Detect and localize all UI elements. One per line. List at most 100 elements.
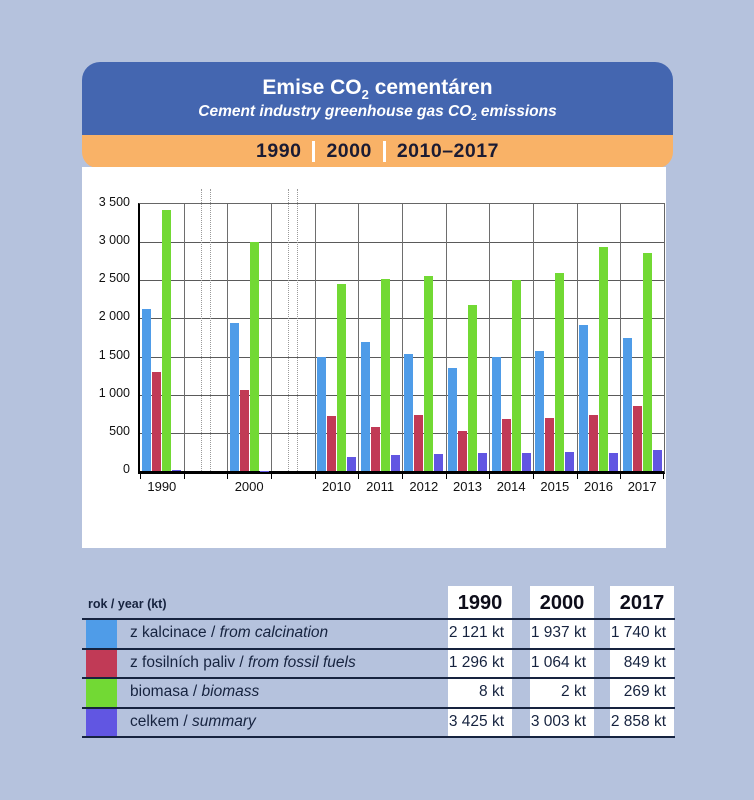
gridline-vertical bbox=[183, 204, 185, 471]
cell-calcination-1990: 2 121 kt bbox=[448, 624, 504, 641]
y-axis-label: 3 500 bbox=[98, 195, 130, 209]
label-separator: / bbox=[183, 712, 188, 730]
bar-2014-total bbox=[511, 280, 521, 471]
data-table: rok / year (kt) 1990 2000 2017 z kalcina… bbox=[82, 586, 675, 738]
x-axis-label-2013: 2013 bbox=[453, 479, 482, 494]
x-axis-tick bbox=[271, 474, 272, 479]
table-divider bbox=[82, 618, 675, 620]
cell-biomass-2000: 2 kt bbox=[561, 683, 586, 700]
bar-2011-biomass bbox=[390, 455, 400, 471]
gridline-vertical bbox=[445, 204, 447, 471]
period-2010-2017: 2010–2017 bbox=[396, 140, 499, 162]
x-axis-label-1990: 1990 bbox=[147, 479, 177, 494]
gridline-vertical bbox=[576, 204, 578, 471]
bar-2016-biomass bbox=[609, 453, 618, 471]
chart-header-card: Emise CO2 cementáren Cement industry gre… bbox=[82, 62, 673, 168]
cell-biomass-2017: 269 kt bbox=[623, 683, 666, 700]
cell-summary-2000: 3 003 kt bbox=[530, 712, 586, 730]
cell-summary-2017: 2 858 kt bbox=[610, 712, 666, 730]
row-label-en: biomass bbox=[201, 683, 260, 700]
gridline-vertical bbox=[402, 204, 403, 471]
bar-chart-plot: 1990 2000 2010 2011 2012 2013 2014 2015 2016 2017 bbox=[138, 189, 665, 494]
bar-2017-calcination bbox=[622, 338, 632, 471]
cell-calcination-2017: 1 740 kt bbox=[610, 624, 666, 641]
x-axis-tick bbox=[445, 474, 447, 479]
gridline-vertical bbox=[489, 204, 491, 471]
column-header-2017: 2017 bbox=[619, 592, 665, 614]
title-subscript: 2 bbox=[361, 87, 369, 103]
y-axis-label: 0 bbox=[123, 462, 130, 476]
legend-swatch-fossil-fuels bbox=[86, 647, 117, 677]
axis-break-dotted-line bbox=[288, 189, 290, 471]
x-axis-tick bbox=[620, 474, 622, 479]
row-label-en: from calcination bbox=[219, 624, 329, 641]
table-row-fossil-fuels: z fosilních paliv / from fossil fuels 1 … bbox=[82, 647, 675, 677]
y-axis-label: 3 000 bbox=[98, 233, 130, 248]
bar-2016-total bbox=[599, 247, 608, 471]
bar-2010-biomass bbox=[347, 456, 356, 471]
bar-1990-total bbox=[162, 209, 172, 471]
row-label-en: summary bbox=[192, 712, 256, 730]
bar-2016-calcination bbox=[579, 324, 588, 471]
bar-2010-total bbox=[337, 284, 346, 471]
table-row-summary: celkem / summary 3 425 kt 3 003 kt 2 858… bbox=[82, 706, 675, 736]
subtitle-text-suffix: emissions bbox=[476, 102, 557, 120]
x-axis-label-2015: 2015 bbox=[540, 479, 570, 494]
x-axis-tick bbox=[140, 474, 141, 479]
x-axis-tick bbox=[533, 474, 534, 479]
x-axis-tick bbox=[358, 474, 360, 479]
bar-2017-fossil_fuels bbox=[632, 406, 642, 471]
gridline-vertical bbox=[227, 204, 229, 471]
bar-1990-biomass bbox=[172, 470, 182, 471]
x-axis-tick bbox=[314, 474, 316, 479]
title-text-suffix: cementáren bbox=[368, 76, 493, 100]
cell-biomass-1990: 8 kt bbox=[479, 683, 504, 700]
cell-calcination-2000: 1 937 kt bbox=[530, 624, 586, 641]
bar-2016-fossil_fuels bbox=[589, 415, 598, 471]
gridline-vertical bbox=[533, 204, 534, 471]
table-column-band-2000 bbox=[530, 586, 594, 737]
x-axis-tick bbox=[227, 474, 229, 479]
table-corner-label: rok / year (kt) bbox=[88, 597, 167, 611]
bar-2011-calcination bbox=[360, 342, 370, 471]
label-separator: / bbox=[239, 653, 244, 671]
period-2000: 2000 bbox=[326, 140, 372, 162]
bar-2013-total bbox=[468, 304, 477, 471]
bar-2011-total bbox=[380, 278, 390, 471]
bar-2012-total bbox=[424, 275, 434, 471]
cell-fossil-1990: 1 296 kt bbox=[448, 653, 504, 671]
x-axis-label-2011: 2011 bbox=[366, 479, 395, 494]
bar-2017-total bbox=[642, 252, 652, 471]
x-axis-tick bbox=[183, 474, 185, 479]
table-divider bbox=[82, 647, 675, 650]
y-axis-label: 2 500 bbox=[98, 271, 130, 286]
bar-2015-fossil_fuels bbox=[545, 417, 555, 471]
row-label-en: from fossil fuels bbox=[248, 653, 356, 671]
y-axis-label: 2 000 bbox=[98, 309, 130, 324]
chart-panel: 1990 2000 2010 2011 2012 2013 2014 2015 2016 2017… bbox=[82, 167, 666, 548]
legend-swatch-calcination bbox=[86, 618, 117, 648]
x-axis-tick bbox=[402, 474, 403, 479]
table-divider bbox=[82, 735, 675, 738]
bar-1990-calcination bbox=[142, 309, 152, 471]
x-axis-label-2000: 2000 bbox=[234, 479, 264, 494]
table-divider bbox=[82, 706, 675, 709]
row-label-cs: biomasa bbox=[130, 683, 189, 700]
subtitle-text: Cement industry greenhouse gas CO bbox=[198, 102, 472, 120]
period-separator-icon bbox=[312, 141, 316, 162]
y-axis-label: 500 bbox=[109, 423, 130, 438]
bar-2000-fossil_fuels bbox=[239, 389, 249, 471]
legend-swatch-biomass bbox=[86, 677, 117, 707]
bar-2012-fossil_fuels bbox=[414, 414, 424, 471]
row-label-biomass: biomasa / biomass bbox=[130, 677, 259, 707]
x-axis-tick bbox=[576, 474, 578, 479]
table-column-band-1990 bbox=[448, 586, 512, 737]
gridline-vertical bbox=[358, 204, 360, 471]
bar-2015-total bbox=[555, 272, 565, 471]
subtitle-subscript: 2 bbox=[471, 111, 477, 123]
bar-2013-calcination bbox=[448, 368, 457, 471]
x-axis-label-2017: 2017 bbox=[627, 479, 657, 494]
bar-2014-calcination bbox=[491, 357, 501, 471]
period-separator-icon bbox=[382, 141, 386, 162]
bar-2014-fossil_fuels bbox=[501, 419, 511, 471]
